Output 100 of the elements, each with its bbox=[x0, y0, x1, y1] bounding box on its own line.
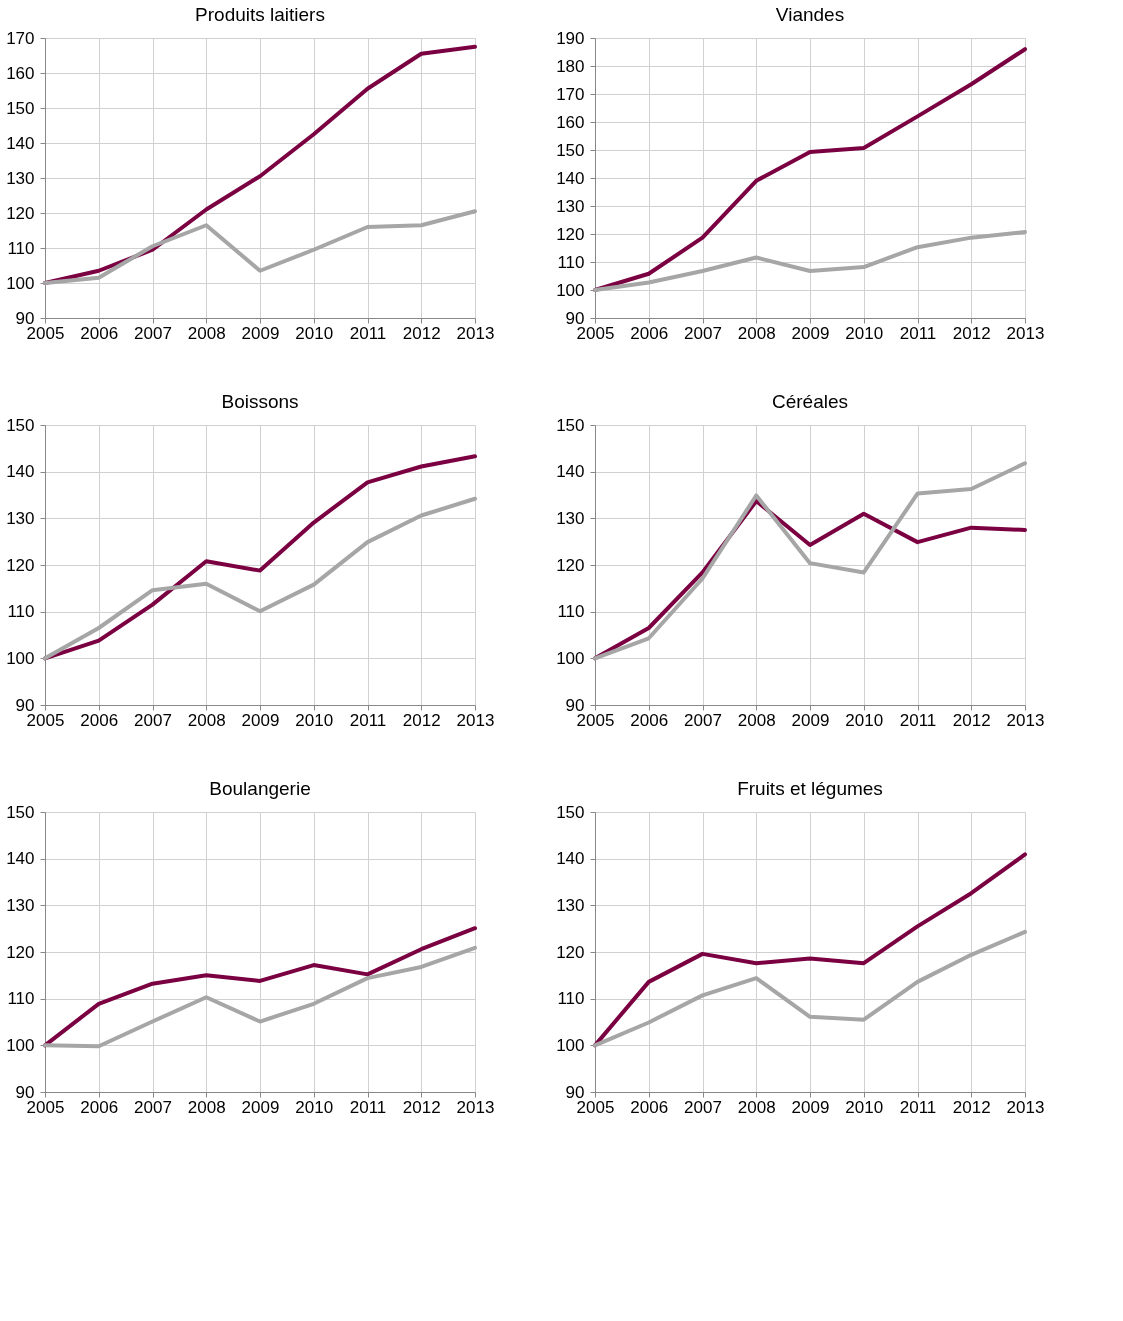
y-tick-label: 150 bbox=[6, 98, 35, 118]
y-tick-label: 170 bbox=[556, 84, 585, 104]
x-tick-label: 2011 bbox=[899, 710, 937, 730]
y-tick-label: 140 bbox=[6, 849, 35, 869]
y-tick-label: 130 bbox=[556, 196, 585, 216]
x-tick-label: 2012 bbox=[402, 710, 441, 730]
x-tick-label: 2008 bbox=[737, 710, 776, 730]
x-tick-label: 2008 bbox=[187, 1097, 226, 1117]
chart-title: Boissons bbox=[221, 391, 299, 412]
x-tick-label: 2013 bbox=[1006, 710, 1045, 730]
y-tick-label: 140 bbox=[556, 168, 585, 188]
x-tick-label: 2012 bbox=[952, 710, 991, 730]
x-tick-label: 2007 bbox=[684, 1097, 722, 1117]
x-tick-label: 2010 bbox=[295, 323, 334, 343]
x-tick-label: 2007 bbox=[134, 323, 172, 343]
x-tick-label: 2007 bbox=[684, 710, 722, 730]
chart-title: Viandes bbox=[775, 4, 845, 25]
y-tick-label: 140 bbox=[556, 462, 585, 482]
x-tick-label: 2006 bbox=[80, 1097, 119, 1117]
x-tick-label: 2013 bbox=[456, 710, 495, 730]
chart-title: Fruits et légumes bbox=[737, 778, 883, 799]
y-tick-label: 120 bbox=[556, 942, 585, 962]
y-tick-label: 150 bbox=[6, 802, 35, 822]
y-tick-label: 100 bbox=[6, 273, 35, 293]
chart-title: Produits laitiers bbox=[195, 4, 325, 25]
x-tick-label: 2009 bbox=[241, 710, 280, 730]
x-tick-label: 2007 bbox=[684, 323, 722, 343]
y-tick-label: 110 bbox=[7, 238, 35, 258]
y-tick-label: 120 bbox=[556, 224, 585, 244]
x-tick-label: 2013 bbox=[456, 1097, 495, 1117]
x-tick-label: 2008 bbox=[737, 323, 776, 343]
x-tick-label: 2013 bbox=[456, 323, 495, 343]
y-tick-label: 110 bbox=[7, 602, 35, 622]
y-tick-label: 120 bbox=[6, 555, 35, 575]
x-tick-label: 2006 bbox=[630, 710, 669, 730]
y-tick-label: 110 bbox=[7, 989, 35, 1009]
x-tick-label: 2011 bbox=[349, 323, 387, 343]
x-tick-label: 2011 bbox=[899, 1097, 937, 1117]
y-tick-label: 130 bbox=[6, 168, 35, 188]
y-tick-label: 160 bbox=[556, 112, 585, 132]
y-tick-label: 100 bbox=[6, 1035, 35, 1055]
y-tick-label: 110 bbox=[557, 602, 585, 622]
y-tick-label: 150 bbox=[556, 415, 585, 435]
x-tick-label: 2008 bbox=[187, 710, 226, 730]
y-tick-label: 130 bbox=[556, 508, 585, 528]
x-tick-label: 2013 bbox=[1006, 1097, 1045, 1117]
y-tick-label: 150 bbox=[6, 415, 35, 435]
x-tick-label: 2009 bbox=[791, 323, 830, 343]
y-tick-label: 130 bbox=[6, 508, 35, 528]
y-tick-label: 160 bbox=[6, 63, 35, 83]
x-tick-label: 2006 bbox=[630, 323, 669, 343]
x-tick-label: 2009 bbox=[241, 1097, 280, 1117]
y-tick-label: 140 bbox=[6, 462, 35, 482]
line-series bbox=[43, 496, 477, 661]
y-tick-label: 130 bbox=[556, 895, 585, 915]
y-tick-label: 100 bbox=[6, 648, 35, 668]
y-tick-label: 150 bbox=[556, 140, 585, 160]
x-tick-label: 2009 bbox=[241, 323, 280, 343]
y-tick-label: 140 bbox=[6, 133, 35, 153]
x-tick-label: 2012 bbox=[402, 323, 441, 343]
line-series bbox=[43, 945, 477, 1049]
y-tick-label: 120 bbox=[556, 555, 585, 575]
x-tick-label: 2007 bbox=[134, 1097, 172, 1117]
x-tick-label: 2010 bbox=[845, 323, 884, 343]
y-tick-label: 180 bbox=[556, 56, 585, 76]
x-tick-label: 2007 bbox=[134, 710, 172, 730]
x-tick-label: 2010 bbox=[845, 710, 884, 730]
x-tick-label: 2008 bbox=[187, 323, 226, 343]
y-tick-label: 140 bbox=[556, 849, 585, 869]
line-series bbox=[593, 929, 1027, 1048]
x-tick-label: 2011 bbox=[349, 1097, 387, 1117]
chart-title: Boulangerie bbox=[209, 778, 311, 799]
x-tick-label: 2013 bbox=[1006, 323, 1045, 343]
x-tick-label: 2009 bbox=[791, 710, 830, 730]
chart-title: Céréales bbox=[771, 391, 849, 412]
x-tick-label: 2006 bbox=[80, 710, 119, 730]
x-tick-label: 2008 bbox=[737, 1097, 776, 1117]
x-tick-label: 2012 bbox=[952, 1097, 991, 1117]
y-tick-label: 190 bbox=[556, 28, 585, 48]
y-tick-label: 130 bbox=[6, 895, 35, 915]
x-tick-label: 2010 bbox=[295, 1097, 334, 1117]
x-tick-label: 2012 bbox=[952, 323, 991, 343]
x-tick-label: 2010 bbox=[295, 710, 334, 730]
y-tick-label: 120 bbox=[6, 942, 35, 962]
x-tick-label: 2012 bbox=[402, 1097, 441, 1117]
x-tick-label: 2009 bbox=[791, 1097, 830, 1117]
x-tick-label: 2011 bbox=[349, 710, 387, 730]
y-tick-label: 110 bbox=[557, 252, 585, 272]
line-series bbox=[43, 209, 477, 285]
line-series bbox=[593, 461, 1027, 661]
y-tick-label: 120 bbox=[6, 203, 35, 223]
y-tick-label: 150 bbox=[556, 802, 585, 822]
y-tick-label: 100 bbox=[556, 280, 585, 300]
x-tick-label: 2006 bbox=[80, 323, 119, 343]
y-tick-label: 110 bbox=[557, 989, 585, 1009]
y-tick-label: 100 bbox=[556, 648, 585, 668]
x-tick-label: 2010 bbox=[845, 1097, 884, 1117]
y-tick-label: 170 bbox=[6, 28, 35, 48]
line-series bbox=[593, 230, 1027, 292]
y-tick-label: 100 bbox=[556, 1035, 585, 1055]
